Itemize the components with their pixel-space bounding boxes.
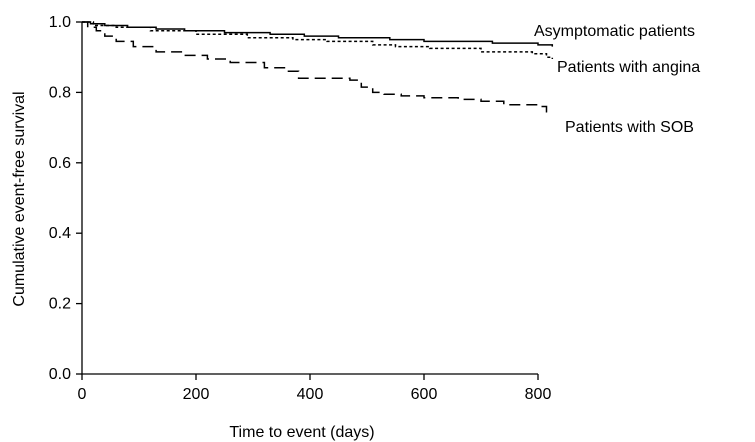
x-tick-label: 600: [411, 386, 438, 403]
series-line-asymptomatic-patients: [82, 21, 554, 47]
y-tick-label: 0.8: [49, 84, 71, 101]
y-tick-label: 0.4: [49, 225, 71, 242]
series-labels: Asymptomatic patients Patients with angin…: [534, 23, 700, 136]
series-label-patients-with-sob: Patients with SOB: [565, 119, 694, 136]
x-tick-label: 800: [525, 386, 552, 403]
y-tick-label: 0.2: [49, 296, 71, 313]
series-lines: [82, 21, 554, 113]
series-line-patients-with-sob: [82, 21, 553, 113]
y-tick-label: 0.6: [49, 155, 71, 172]
x-axis-title: Time to event (days): [229, 424, 374, 441]
ticks: 0 200 400 600 800 0.0 0.2 0.4 0.6 0.8 1.0: [49, 14, 552, 403]
series-label-asymptomatic-patients: Asymptomatic patients: [534, 23, 695, 40]
series-label-patients-with-angina: Patients with angina: [557, 59, 700, 76]
axes: [81, 22, 538, 375]
x-tick-label: 0: [78, 386, 87, 403]
series-line-patients-with-angina: [82, 21, 554, 59]
y-tick-label: 1.0: [49, 14, 71, 31]
y-tick-label: 0.0: [49, 366, 71, 383]
x-tick-label: 200: [183, 386, 210, 403]
x-tick-label: 400: [297, 386, 324, 403]
y-axis-title: Cumulative event-free survival: [11, 91, 28, 306]
